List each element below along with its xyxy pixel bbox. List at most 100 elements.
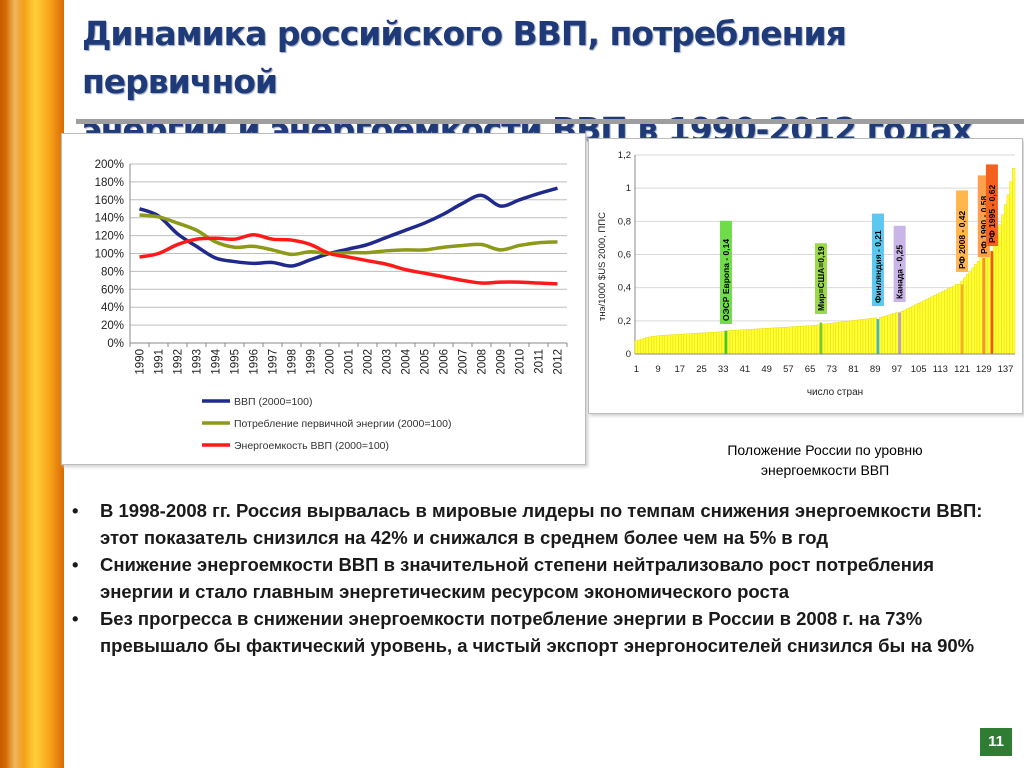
- legend-label: ВВП (2000=100): [234, 396, 312, 408]
- bar: [933, 295, 937, 355]
- bar: [827, 323, 831, 355]
- bar: [670, 334, 674, 355]
- bar: [748, 329, 752, 355]
- bar: [955, 284, 959, 355]
- x-tick-label: 2006: [439, 349, 451, 375]
- x-tick-label: 1995: [230, 349, 242, 375]
- bar: [708, 332, 712, 355]
- bar: [1006, 194, 1010, 355]
- marker-label: ОЭСР Европа - 0,14: [721, 239, 731, 321]
- marker-label-box: [814, 243, 827, 314]
- caption-line-1: Положение России по уровню: [727, 442, 923, 458]
- bar: [873, 317, 877, 355]
- bar: [648, 336, 652, 355]
- gdp-energy-line-chart-panel: 0% 20% 40% 60% 80% 100% 120% 140% 160% 180% 200% 19…: [61, 133, 586, 465]
- bar: [971, 267, 975, 355]
- bar: [854, 319, 858, 355]
- bar: [892, 313, 896, 355]
- bar: [949, 287, 953, 355]
- bar: [879, 317, 883, 355]
- bullet-item: В 1998-2008 гг. Россия вырвалась в миров…: [68, 497, 988, 551]
- page-number: 11: [980, 728, 1012, 756]
- x-tick-label: 2005: [420, 349, 432, 375]
- marker-label-box: [985, 164, 998, 246]
- bar: [732, 330, 736, 355]
- bar: [1012, 168, 1016, 355]
- bar: [699, 332, 704, 355]
- x-tick-label: 65: [805, 364, 816, 375]
- title-divider: [76, 119, 1024, 124]
- bar: [900, 311, 904, 355]
- bar: [713, 331, 717, 355]
- marker-label: РФ 1995 - 0,62: [987, 185, 997, 243]
- bar: [843, 321, 847, 355]
- x-tick-label: 33: [718, 364, 729, 375]
- marker-label: Мир=США=0,19: [816, 246, 826, 311]
- bar: [881, 316, 885, 355]
- gdp-energy-line-chart: 0% 20% 40% 60% 80% 100% 120% 140% 160% 180% 200% 19…: [95, 159, 568, 452]
- energy-intensity-bar-chart-panel: 0 0,2 0,4 0,6 0,8 1 1,2 1 9 17 25 33 41 49 57 65 73 81 89 9…: [588, 138, 1023, 414]
- x-axis-title: число стран: [807, 387, 863, 398]
- bar: [786, 326, 790, 355]
- x-tick-label: 2003: [382, 349, 394, 375]
- y-tick-label: 20%: [101, 320, 124, 332]
- bar: [1003, 204, 1008, 355]
- bar: [887, 314, 891, 355]
- bar: [846, 320, 850, 355]
- y-tick-label: 0,2: [618, 316, 631, 327]
- marker-label: Финляндия - 0,21: [873, 230, 883, 303]
- x-tick-label: 41: [740, 364, 751, 375]
- bar: [781, 327, 785, 355]
- x-tick-label: 2011: [534, 349, 546, 374]
- bar: [642, 338, 647, 355]
- x-tick-label: 137: [998, 364, 1014, 375]
- bar: [721, 331, 725, 355]
- bar: [930, 296, 934, 355]
- y-tick-label: 60%: [101, 284, 124, 296]
- bar: [765, 328, 769, 355]
- bar: [1001, 214, 1005, 355]
- bar: [816, 324, 820, 355]
- x-tick-label: 73: [826, 364, 837, 375]
- x-tick-label: 1993: [192, 349, 204, 375]
- x-tick-label: 2012: [553, 349, 565, 375]
- bar: [908, 307, 913, 355]
- bar: [737, 329, 742, 355]
- bar: [865, 318, 869, 355]
- x-tick-label: 113: [933, 364, 948, 375]
- bar: [835, 322, 839, 355]
- bar: [822, 323, 826, 355]
- bar: [740, 329, 744, 355]
- x-tick-label: 121: [954, 364, 970, 375]
- x-tick-label: 89: [870, 364, 881, 375]
- bar: [640, 338, 644, 355]
- bar: [792, 326, 796, 355]
- bar-chart-caption: Положение России по уровню энергоемкости…: [690, 440, 960, 480]
- x-tick-label: 81: [848, 364, 859, 375]
- bar: [927, 297, 932, 355]
- bar: [710, 332, 714, 355]
- y-tick-label: 0,6: [618, 250, 631, 261]
- y-tick-label: 140%: [95, 213, 124, 225]
- energy-intensity-bar-chart: 0 0,2 0,4 0,6 0,8 1 1,2 1 9 17 25 33 41 49 57 65 73 81 89 9…: [597, 150, 1016, 398]
- x-tick-label: 2007: [458, 349, 470, 375]
- bar: [697, 332, 701, 355]
- bar: [756, 328, 761, 355]
- bar: [860, 319, 864, 355]
- x-tick-label: 2002: [363, 349, 375, 375]
- x-tick-label: 1: [634, 364, 639, 375]
- marker-label: Канада - 0,25: [895, 245, 905, 299]
- bar: [868, 318, 872, 355]
- bar: [946, 288, 951, 355]
- bar: [965, 274, 970, 355]
- bar: [813, 325, 818, 355]
- decorative-side-band: [0, 0, 64, 768]
- x-tick-label: 25: [696, 364, 707, 375]
- legend-label: Энергоемкость ВВП (2000=100): [234, 440, 389, 452]
- series-line: [139, 232, 558, 286]
- bar: [778, 327, 782, 355]
- y-tick-label: 0,8: [618, 216, 631, 227]
- x-tick-label: 2004: [401, 348, 413, 374]
- bar: [919, 301, 923, 355]
- x-tick-label: 2001: [344, 349, 356, 375]
